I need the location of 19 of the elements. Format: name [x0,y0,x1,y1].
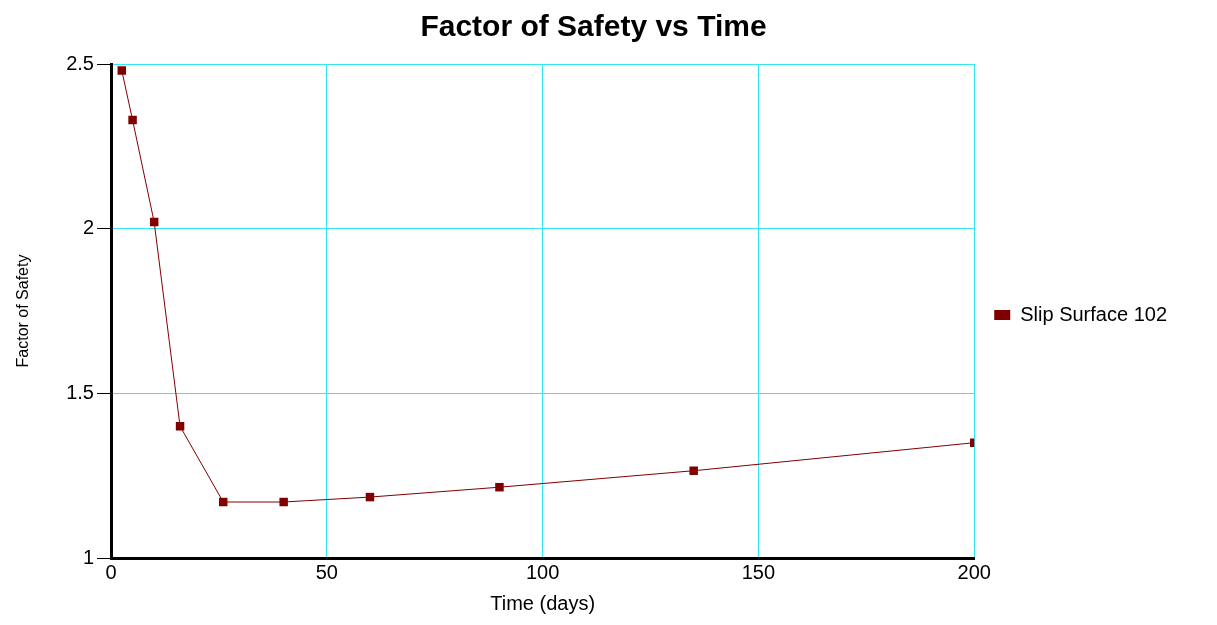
chart-title: Factor of Safety vs Time [420,9,767,43]
point [279,497,288,507]
y-tick-label: 2.5 [66,51,94,74]
x-axis-title: Time (days) [490,591,596,614]
x-tick-label: 100 [525,560,560,583]
legend-label: Slip Surface 102 [1020,302,1168,325]
point [128,115,137,125]
x-tick-label: 150 [741,560,776,583]
point [495,482,504,492]
y-tick-label: 1 [82,545,94,568]
x-tick-label: 50 [315,560,338,583]
y-tick-label: 2 [82,216,94,239]
y-tick-label: 1.5 [66,380,94,403]
point [117,66,127,75]
x-tick-label: 0 [105,560,117,583]
point [689,466,698,475]
x-tick-label: 200 [957,560,991,583]
y-axis-title: Factor of Safety [14,254,32,368]
point [175,422,185,431]
